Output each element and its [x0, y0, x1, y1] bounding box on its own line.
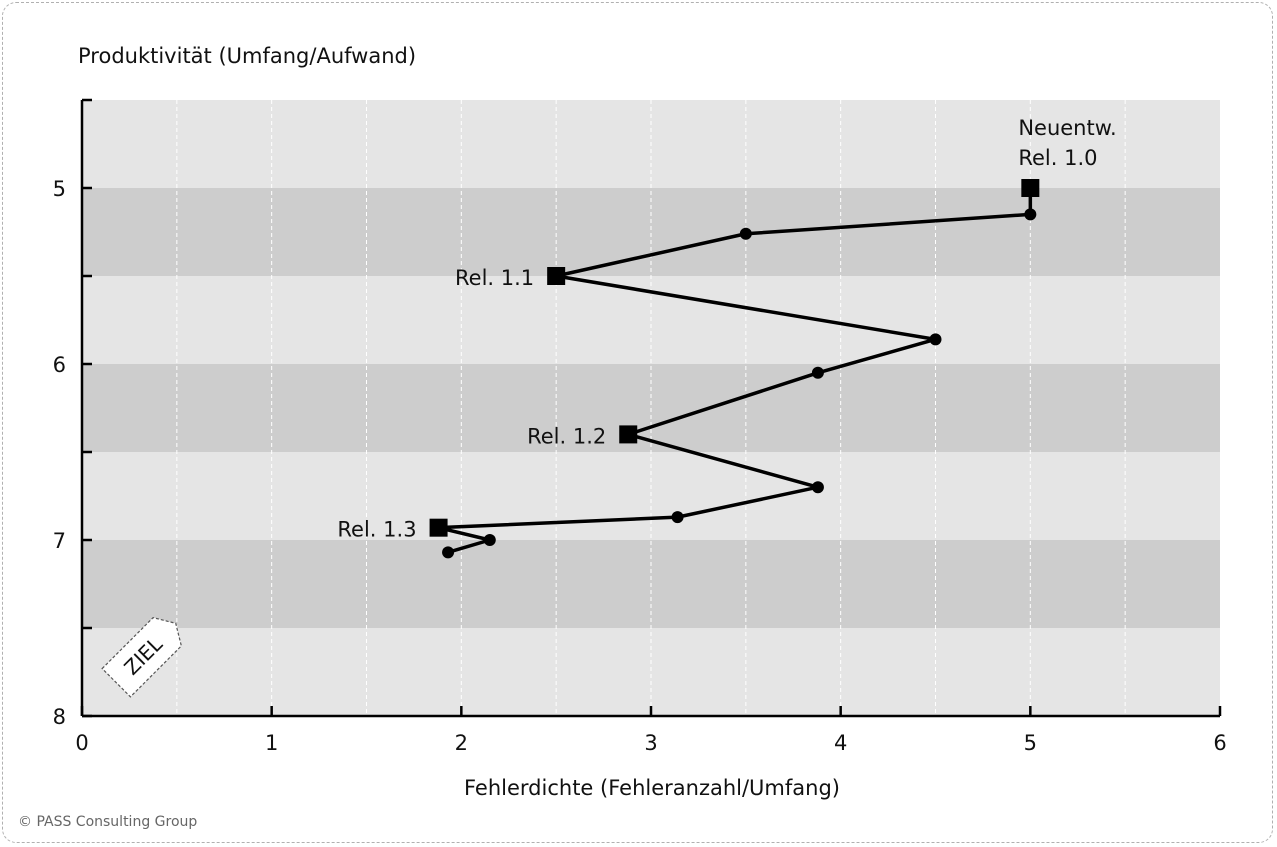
annotation-0: Neuentw. — [1018, 116, 1116, 140]
copyright-note: © PASS Consulting Group — [18, 814, 198, 830]
point-marker-2 — [739, 227, 752, 240]
y-axis-label: Produktivität (Umfang/Aufwand) — [78, 44, 416, 68]
x-tick-label: 6 — [1213, 731, 1226, 755]
x-axis-label: Fehlerdichte (Fehleranzahl/Umfang) — [464, 776, 840, 800]
x-tick-label: 0 — [75, 731, 88, 755]
y-tick-label: 8 — [53, 705, 66, 729]
series — [429, 179, 1040, 559]
point-marker-1 — [1024, 208, 1037, 221]
y-tick-label: 7 — [53, 529, 66, 553]
point-marker-7 — [811, 481, 824, 494]
release-marker-0 — [1021, 179, 1040, 197]
grid-lines — [176, 100, 1126, 716]
x-tick-label: 5 — [1024, 731, 1037, 755]
y-tick-label: 5 — [53, 177, 66, 201]
point-marker-8 — [671, 511, 684, 524]
point-marker-5 — [811, 366, 824, 379]
release-marker-6 — [619, 425, 638, 444]
point-marker-4 — [929, 333, 942, 346]
y-tick-label: 6 — [53, 353, 66, 377]
annotation-2: Rel. 1.1 — [455, 266, 534, 290]
x-tick-label: 4 — [834, 731, 847, 755]
point-marker-10 — [483, 534, 496, 546]
annotation-1: Rel. 1.0 — [1018, 146, 1097, 170]
release-marker-9 — [429, 518, 448, 537]
point-marker-11 — [442, 546, 455, 559]
tick-labels: 5 6 7 80 1 2 3 4 5 6 — [53, 177, 1227, 755]
x-tick-label: 3 — [644, 731, 657, 755]
release-marker-3 — [547, 267, 566, 285]
ziel-tag: ZIEL — [101, 616, 183, 698]
annotations: Neuentw. Rel. 1.0 Rel. 1.1 Rel. 1.2 Rel. 1.3 — [337, 116, 1116, 542]
x-tick-label: 2 — [455, 731, 468, 755]
x-tick-label: 1 — [265, 731, 278, 755]
annotation-3: Rel. 1.2 — [527, 424, 606, 448]
tick-marks — [80, 98, 1222, 718]
annotation-4: Rel. 1.3 — [337, 518, 416, 542]
